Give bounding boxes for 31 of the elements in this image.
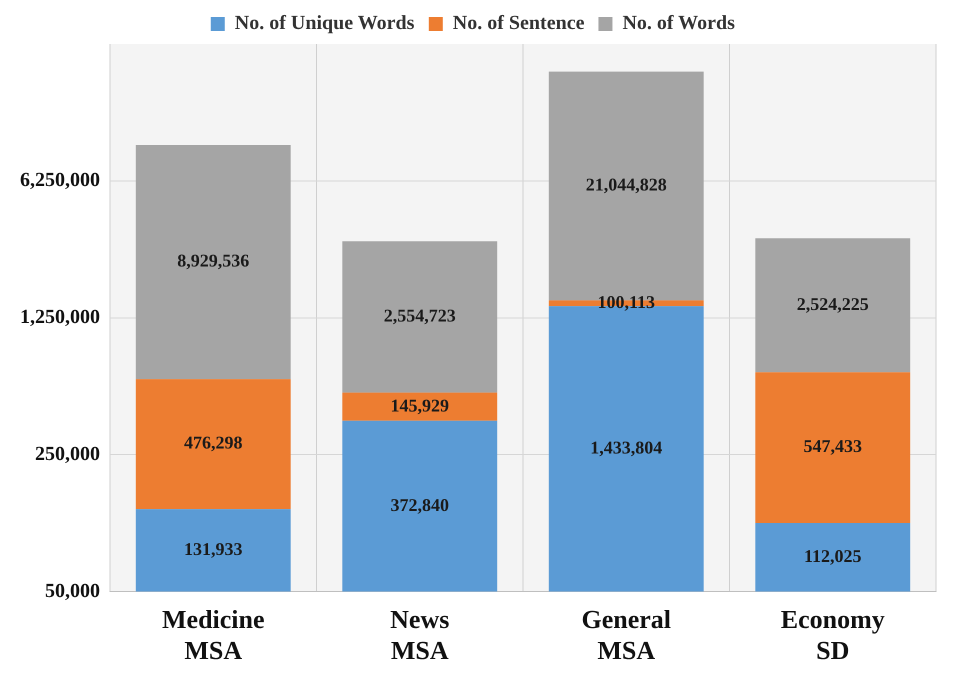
bar (342, 241, 498, 393)
y-tick-label: 250,000 (35, 442, 100, 465)
y-tick-label: 50,000 (45, 580, 100, 602)
x-tick-label: Medicine MSA (162, 604, 265, 666)
bar (755, 522, 910, 592)
y-tick-label: 6,250,000 (20, 169, 100, 192)
y-tick-label: 1,250,000 (20, 306, 100, 328)
data-label: 547,433 (804, 436, 862, 456)
legend-label: No. of Sentence (452, 12, 585, 34)
data-label: 476,298 (184, 432, 242, 453)
data-label: 2,524,225 (796, 294, 869, 314)
data-label: 1,433,804 (590, 438, 662, 458)
bar (136, 509, 291, 592)
data-label: 21,044,828 (586, 174, 667, 195)
data-label: 372,840 (390, 494, 449, 515)
bar (342, 392, 498, 421)
legend-label: No. of Unique Words (234, 12, 415, 34)
bar (755, 372, 910, 523)
data-label: 131,933 (184, 538, 242, 559)
x-tick-label: Economy SD (780, 604, 885, 666)
bar (136, 144, 291, 380)
legend-label: No. of Words (622, 12, 736, 34)
bar (342, 420, 498, 592)
bar (755, 238, 910, 372)
data-label: 8,929,536 (177, 250, 250, 271)
data-label: 2,554,723 (384, 306, 456, 326)
bar (136, 379, 291, 510)
data-label: 112,025 (804, 546, 862, 566)
data-label: 145,929 (390, 395, 449, 416)
x-tick-label: News MSA (390, 604, 450, 666)
x-tick-label: General MSA (581, 604, 672, 666)
